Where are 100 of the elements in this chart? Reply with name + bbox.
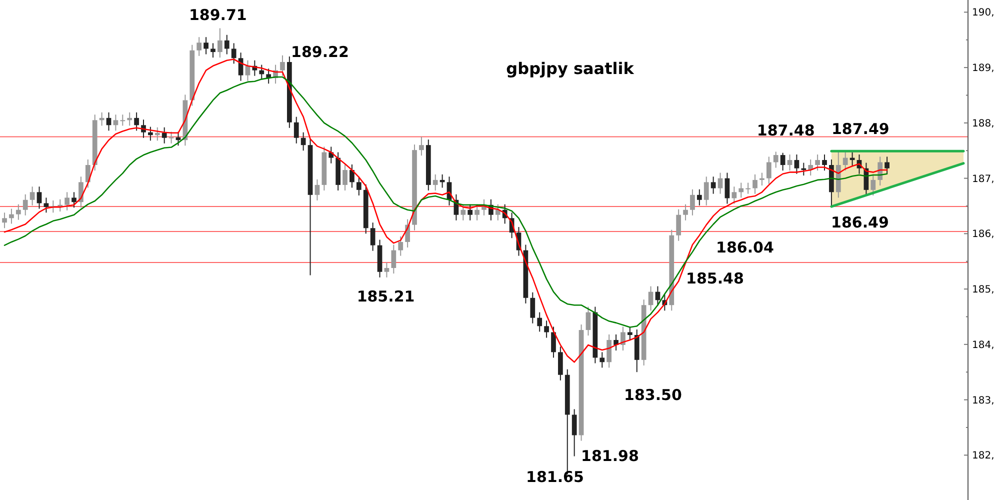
candlestick bbox=[154, 126, 160, 142]
candlestick bbox=[724, 172, 730, 204]
candlestick bbox=[398, 236, 404, 256]
candlestick bbox=[218, 28, 222, 58]
candlestick bbox=[495, 204, 500, 221]
candlestick bbox=[696, 188, 702, 206]
candlestick bbox=[64, 192, 70, 211]
candlestick bbox=[314, 178, 320, 201]
candlestick bbox=[704, 176, 709, 206]
candlestick bbox=[760, 172, 764, 186]
candlestick bbox=[746, 182, 750, 194]
candlestick bbox=[300, 132, 306, 152]
candlestick bbox=[460, 204, 466, 221]
candlestick bbox=[30, 186, 35, 206]
y-tick-label: 187, bbox=[972, 174, 994, 185]
candlestick bbox=[231, 42, 236, 64]
annotation: 189.71 bbox=[188, 6, 247, 24]
candlestick bbox=[58, 198, 63, 212]
y-tick-label: 189, bbox=[972, 63, 994, 74]
candlestick bbox=[259, 64, 264, 80]
y-tick-label: 183, bbox=[972, 395, 994, 406]
candlestick bbox=[2, 212, 7, 229]
candlestick bbox=[419, 136, 424, 156]
annotation: 183.50 bbox=[624, 386, 682, 404]
candlestick bbox=[384, 262, 390, 278]
candlestick bbox=[648, 286, 654, 312]
candlestick bbox=[468, 204, 473, 221]
candlestick bbox=[738, 182, 744, 198]
candlestick bbox=[683, 204, 688, 221]
candlestick bbox=[572, 408, 577, 457]
candlestick bbox=[474, 204, 480, 221]
candlestick bbox=[884, 156, 890, 174]
candlestick bbox=[44, 197, 49, 214]
annotation: 187.49 bbox=[831, 120, 890, 138]
candlestick bbox=[606, 334, 612, 368]
candlestick bbox=[794, 154, 800, 174]
candlestick bbox=[162, 126, 167, 144]
annotation: 181.98 bbox=[581, 447, 639, 465]
candlestick bbox=[690, 188, 695, 216]
candlestick bbox=[752, 174, 758, 194]
candlestick bbox=[356, 176, 362, 196]
candlestick bbox=[432, 174, 438, 191]
candlestick bbox=[370, 222, 376, 252]
candlestick bbox=[22, 194, 28, 216]
candlestick bbox=[544, 320, 549, 338]
candlestick bbox=[78, 176, 84, 208]
candlestick bbox=[280, 54, 285, 76]
candlestick bbox=[600, 352, 605, 368]
candlestick bbox=[801, 162, 806, 176]
candlestick bbox=[266, 68, 272, 84]
ref-line-label: 185.48 bbox=[686, 269, 744, 288]
text: gbpjpy saatlik bbox=[506, 59, 634, 78]
candlestick bbox=[85, 158, 90, 188]
y-tick-label: 182, bbox=[972, 450, 994, 462]
candlestick bbox=[780, 152, 786, 172]
annotation: 189.22 bbox=[291, 43, 349, 61]
y-tick-label: 188, bbox=[972, 118, 994, 130]
candlestick bbox=[106, 112, 112, 132]
candlestick bbox=[870, 174, 876, 196]
candlestick bbox=[815, 154, 820, 172]
candlestick bbox=[718, 172, 723, 194]
candlestick bbox=[210, 42, 216, 58]
candlestick bbox=[586, 306, 591, 336]
candlestick bbox=[787, 154, 792, 172]
candlestick bbox=[391, 244, 396, 274]
annotation: 181.65 bbox=[526, 468, 584, 486]
candlestick bbox=[766, 156, 772, 184]
annotation: 187.48 bbox=[756, 122, 815, 140]
candlestick bbox=[530, 292, 536, 324]
candlestick bbox=[9, 208, 14, 224]
candlestick bbox=[127, 112, 132, 126]
candlestick bbox=[113, 114, 118, 132]
candlestick bbox=[224, 34, 230, 55]
candlestick bbox=[620, 326, 626, 351]
candlestick bbox=[842, 152, 848, 172]
candlestick bbox=[822, 154, 827, 172]
y-tick-label: 186, bbox=[972, 229, 994, 240]
candlestick bbox=[120, 114, 126, 126]
y-tick-label: 184, bbox=[972, 340, 994, 351]
y-tick-label: 190, bbox=[972, 8, 994, 19]
candlestick bbox=[294, 116, 299, 144]
ref-line-label: 186.49 bbox=[831, 214, 889, 232]
candlestick bbox=[72, 192, 76, 208]
candlestick bbox=[558, 346, 563, 381]
candlestick bbox=[773, 151, 778, 168]
candlestick bbox=[676, 208, 682, 242]
candlestick bbox=[36, 186, 42, 210]
candlestick bbox=[16, 204, 21, 220]
candlestick bbox=[350, 164, 354, 188]
candlestick bbox=[148, 126, 153, 142]
candlestick bbox=[196, 36, 202, 56]
candlestick bbox=[732, 186, 737, 204]
ref-line-label: 186.04 bbox=[716, 238, 774, 256]
candlestick bbox=[551, 326, 556, 358]
candlestick bbox=[710, 176, 716, 194]
candlestick bbox=[537, 312, 542, 332]
candlestick bbox=[204, 36, 208, 55]
candlestick bbox=[134, 112, 139, 132]
candlestick bbox=[342, 164, 348, 191]
candlestick bbox=[627, 326, 632, 342]
